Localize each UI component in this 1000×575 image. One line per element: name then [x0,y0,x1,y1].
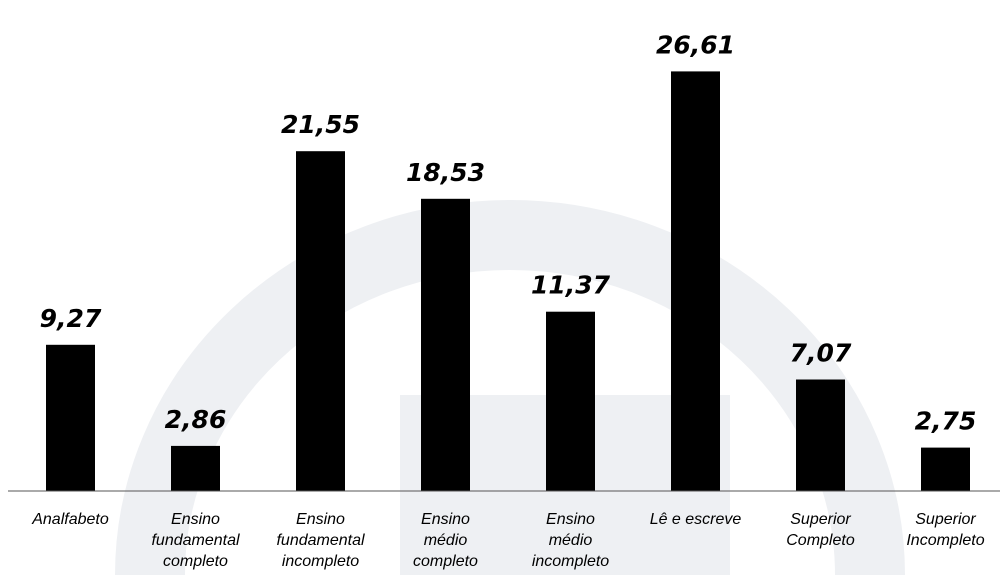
bar-1 [171,445,220,491]
category-label-line: incompleto [282,553,359,570]
category-label-line: Completo [786,532,855,549]
value-labels-group: 9,27 2,86 21,55 18,53 11,37 26,61 7,07 2,75 [40,30,977,435]
category-label-line: Ensino [546,511,595,528]
category-labels-group: Analfabeto Ensino fundamental completoEnsin… [31,511,984,570]
bar-5 [671,71,720,492]
category-label-line: Analfabeto [31,511,109,528]
value-label-4: 11,37 [531,271,611,300]
category-label-line: Lê e escreve [650,511,742,528]
value-label-0: 9,27 [40,304,102,333]
category-label-line: Ensino [421,511,470,528]
bar-4 [546,311,595,491]
value-label-6: 7,07 [790,339,852,368]
value-label-7: 2,75 [915,407,977,436]
category-label-line: Ensino [171,511,220,528]
bars-group [46,71,970,492]
value-label-2: 21,55 [281,110,360,139]
category-label-4: Ensino médio incompleto [532,511,609,570]
bar-2 [296,151,345,491]
category-label-3: Ensino médio completo [413,511,478,570]
category-label-line: Superior [915,511,976,528]
category-label-line: completo [413,553,478,570]
category-label-1: Ensino fundamental completo [151,511,240,570]
category-label-2: Ensino fundamental incompleto [276,511,365,570]
bar-3 [421,198,470,492]
bar-7 [921,447,970,491]
value-label-1: 2,86 [165,405,227,434]
value-label-5: 26,61 [656,30,735,59]
category-label-line: Incompleto [906,532,984,549]
category-label-line: fundamental [151,532,240,549]
category-label-6: Superior Completo [786,511,855,549]
category-label-line: médio [424,532,468,549]
category-label-line: fundamental [276,532,365,549]
value-label-3: 18,53 [406,158,485,187]
category-label-line: Ensino [296,511,345,528]
category-label-0: Analfabeto [31,511,109,528]
bar-6 [796,379,845,491]
bar-0 [46,344,95,491]
category-label-line: completo [163,553,228,570]
category-label-line: incompleto [532,553,609,570]
category-label-7: Superior Incompleto [906,511,984,549]
category-label-5: Lê e escreve [650,511,742,528]
category-label-line: Superior [790,511,851,528]
category-label-line: médio [549,532,593,549]
